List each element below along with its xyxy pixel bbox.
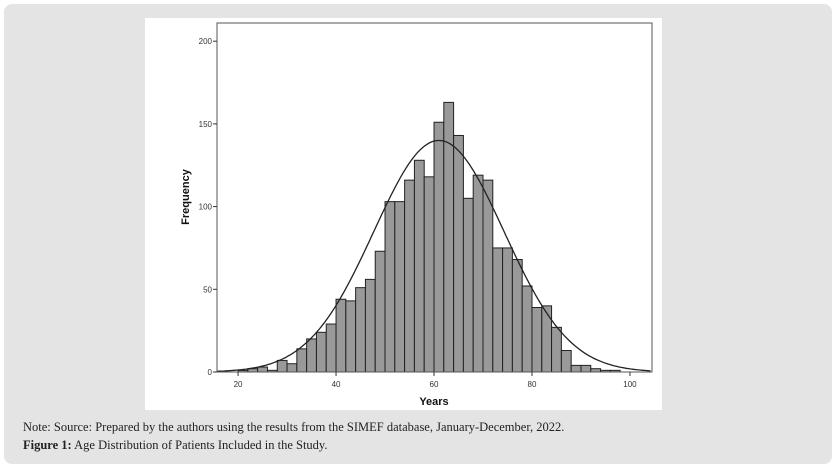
histogram-bar	[462, 197, 474, 373]
histogram-bar	[276, 359, 288, 373]
figure-title: Age Distribution of Patients Included in…	[71, 438, 328, 452]
histogram-bar	[502, 247, 513, 373]
histogram-bar	[560, 349, 572, 373]
y-tick-label: 50	[203, 285, 212, 294]
histogram-bar	[551, 326, 562, 373]
histogram-bar	[315, 331, 327, 373]
histogram-bar	[394, 201, 406, 373]
histogram-bar	[355, 287, 366, 373]
histogram-bar	[384, 201, 396, 373]
histogram-bar	[423, 176, 435, 373]
histogram-bar	[345, 300, 357, 373]
figure-label: Figure 1:	[23, 438, 72, 452]
histogram-bar	[521, 285, 533, 373]
x-tick-label: 40	[332, 380, 341, 389]
histogram-bar	[570, 364, 582, 373]
histogram-bar	[492, 247, 504, 373]
x-tick-label: 60	[430, 380, 439, 389]
y-tick-label: 150	[199, 120, 213, 129]
histogram-bar	[404, 179, 415, 373]
histogram-bar	[413, 159, 425, 373]
x-tick-label: 100	[623, 380, 637, 389]
source-note: Note: Source: Prepared by the authors us…	[23, 420, 565, 434]
histogram-bar	[374, 250, 386, 373]
histogram-bar	[541, 305, 553, 373]
x-tick-label: 20	[234, 380, 243, 389]
histogram-bar	[296, 348, 308, 373]
histogram-bar	[531, 306, 543, 373]
histogram-bar	[453, 134, 464, 373]
histogram-bar	[325, 323, 337, 373]
histogram-bar	[482, 179, 494, 373]
histogram-bar	[306, 338, 317, 373]
y-axis-label: Frequency	[180, 168, 192, 225]
histogram-bar	[257, 366, 268, 373]
y-tick-label: 200	[199, 37, 213, 46]
histogram-bar	[335, 298, 347, 373]
y-tick-label: 0	[208, 368, 213, 377]
histogram-bar	[472, 174, 484, 373]
x-tick-label: 80	[528, 380, 537, 389]
normal-curve	[216, 139, 651, 372]
y-tick-label: 100	[199, 203, 213, 212]
histogram-bar	[433, 121, 445, 373]
x-axis-label: Years	[419, 396, 448, 408]
figure-caption: Figure 1: Age Distribution of Patients I…	[23, 438, 327, 453]
histogram-bar	[364, 278, 376, 373]
histogram-bar	[511, 259, 523, 373]
histogram-bar	[286, 363, 298, 373]
histogram-bar	[580, 364, 592, 373]
